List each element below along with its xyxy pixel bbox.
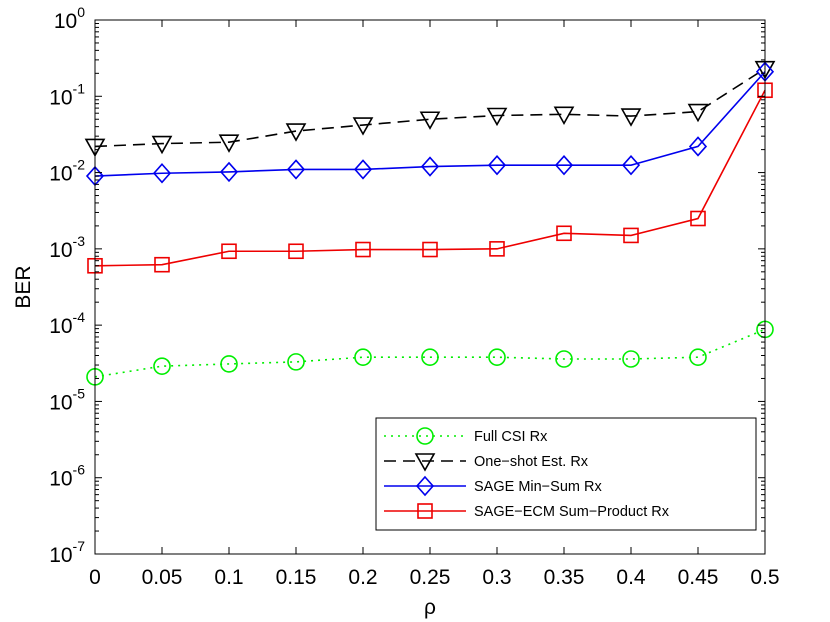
data-point xyxy=(288,243,304,260)
x-tick-label: 0.1 xyxy=(214,566,243,589)
legend-label: One−shot Est. Rx xyxy=(474,454,589,470)
data-point xyxy=(554,154,574,176)
data-point xyxy=(287,353,305,371)
data-point xyxy=(419,111,441,130)
y-tick-label: 10-5 xyxy=(49,385,85,414)
data-point xyxy=(621,154,641,176)
legend-entry: One−shot Est. Rx xyxy=(384,453,589,472)
legend-label: SAGE Min−Sum Rx xyxy=(474,479,602,495)
data-point xyxy=(553,106,575,125)
x-tick-label: 0.5 xyxy=(750,566,779,589)
data-point xyxy=(622,350,640,368)
x-tick-label: 0.05 xyxy=(142,566,183,589)
data-point xyxy=(555,350,573,368)
data-point xyxy=(151,135,173,155)
y-tick-label: 10-4 xyxy=(49,309,85,338)
y-axis-label: BER xyxy=(12,265,35,308)
data-point xyxy=(218,134,240,153)
legend-entry: SAGE Min−Sum Rx xyxy=(384,475,602,497)
legend-marker xyxy=(414,453,436,472)
data-point xyxy=(623,227,639,244)
legend-entry: SAGE−ECM Sum−Product Rx xyxy=(384,503,670,520)
y-tick-label: 100 xyxy=(54,4,85,33)
y-tick-label: 10-2 xyxy=(49,157,85,186)
data-point xyxy=(421,348,439,366)
data-point xyxy=(355,241,371,258)
data-point xyxy=(153,357,171,375)
legend-label: Full CSI Rx xyxy=(474,429,548,445)
data-point xyxy=(221,243,237,260)
series-3 xyxy=(87,82,773,274)
x-tick-label: 0.4 xyxy=(616,566,646,589)
x-tick-label: 0.35 xyxy=(544,566,585,589)
x-tick-label: 0.2 xyxy=(348,566,377,589)
data-point xyxy=(689,348,707,366)
data-point xyxy=(422,241,438,258)
legend-label: SAGE−ECM Sum−Product Rx xyxy=(474,504,670,520)
data-point xyxy=(154,256,170,273)
y-tick-label: 10-7 xyxy=(49,538,85,567)
data-point xyxy=(285,123,307,142)
x-tick-labels: 0 0.05 0.1 0.15 0.2 0.25 0.3 0.35 0.4 0.45 0.5 xyxy=(89,566,779,589)
y-tick-labels: 10-7 10-6 10-5 10-4 10-3 10-2 10-1 100 xyxy=(49,4,85,567)
x-axis-label: ρ xyxy=(424,596,436,619)
data-point xyxy=(352,117,374,136)
x-tick-label: 0.45 xyxy=(678,566,719,589)
data-point xyxy=(620,108,642,127)
x-tick-label: 0.15 xyxy=(276,566,317,589)
series-line xyxy=(94,328,766,378)
data-point xyxy=(690,210,706,227)
data-point xyxy=(219,161,239,183)
legend: Full CSI Rx One−shot Est. Rx SAGE Min−Sum … xyxy=(375,417,757,531)
ticks-layer xyxy=(94,19,766,555)
legend-marker xyxy=(417,503,433,519)
data-point xyxy=(420,156,440,177)
series-line xyxy=(94,71,766,177)
legend-marker xyxy=(415,475,435,497)
legend-marker xyxy=(416,427,434,445)
data-point xyxy=(488,348,506,366)
y-tick-label: 10-1 xyxy=(49,80,85,109)
x-tick-label: 0 xyxy=(89,566,101,589)
data-point xyxy=(556,225,572,242)
data-point xyxy=(487,154,507,176)
legend-entry: Full CSI Rx xyxy=(384,427,548,445)
data-point xyxy=(152,163,172,184)
data-point xyxy=(688,136,708,157)
data-point xyxy=(687,103,709,123)
x-tick-label: 0.3 xyxy=(482,566,511,589)
data-point xyxy=(354,348,372,366)
series-line xyxy=(94,89,766,267)
data-point xyxy=(489,241,505,257)
series-line xyxy=(94,68,766,148)
data-point xyxy=(220,355,238,373)
y-tick-label: 10-3 xyxy=(49,233,85,262)
data-point xyxy=(286,159,306,180)
series-layer xyxy=(84,60,776,386)
y-tick-label: 10-6 xyxy=(49,462,85,491)
data-point xyxy=(353,159,373,180)
data-point xyxy=(486,107,508,127)
x-tick-label: 0.25 xyxy=(410,566,451,589)
series-0 xyxy=(86,320,774,386)
